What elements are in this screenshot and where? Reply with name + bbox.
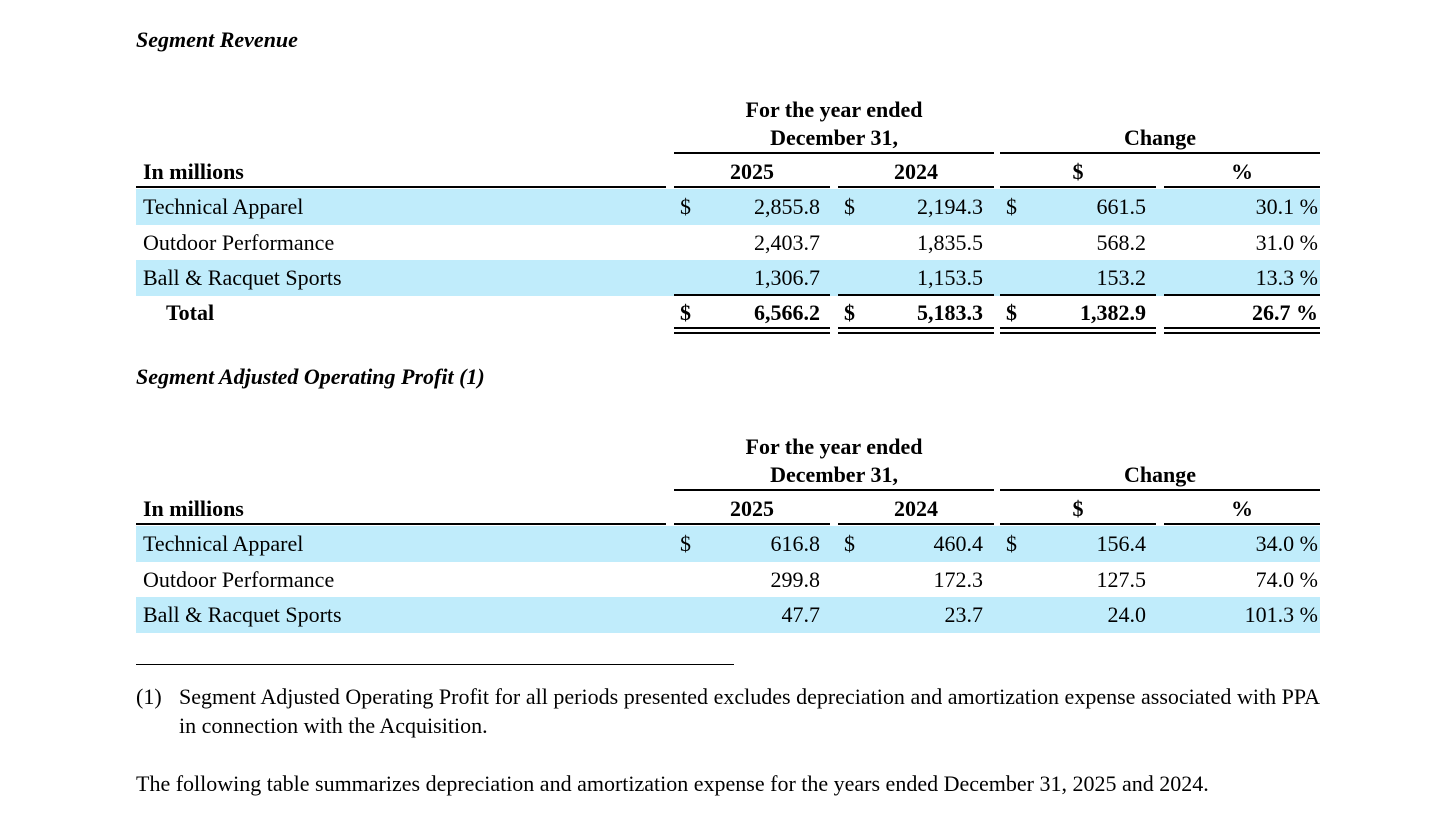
footnote-text: Segment Adjusted Operating Profit for al… [179, 684, 1320, 738]
value-2025: 299.8 [770, 567, 821, 592]
value-2025: 2,855.8 [754, 194, 820, 219]
header-rule [674, 186, 830, 188]
label-header: In millions [143, 159, 244, 184]
value-2024: 2,194.3 [917, 194, 983, 219]
segment-profit-title: Segment Adjusted Operating Profit (1) [136, 364, 485, 389]
period-header-line1: For the year ended [745, 97, 923, 122]
footnote-separator [136, 664, 734, 665]
currency-symbol: $ [680, 300, 691, 325]
value-2025: 2,403.7 [754, 230, 820, 255]
change-value: 127.5 [1096, 567, 1147, 592]
segment-revenue-title: Segment Revenue [136, 27, 298, 52]
table-row: Outdoor Performance 2,403.7 1,835.5 568.… [136, 225, 1320, 261]
table-row: Ball & Racquet Sports 1,306.7 1,153.5 15… [136, 260, 1320, 296]
change-percent: 101.3 % [1244, 602, 1318, 627]
header-rule [1000, 186, 1156, 188]
row-label: Ball & Racquet Sports [143, 602, 342, 627]
value-2024: 5,183.3 [917, 300, 983, 325]
header-rule [136, 186, 666, 188]
value-2024: 460.4 [933, 531, 984, 556]
col-change-pct-header: % [1231, 496, 1253, 521]
period-header-line1: For the year ended [745, 434, 923, 459]
currency-symbol: $ [1006, 194, 1017, 219]
total-double-rule [838, 327, 994, 334]
change-percent: 26.7 % [1252, 300, 1318, 325]
body-paragraph: The following table summarizes depreciat… [136, 771, 1209, 796]
col-change-pct-header: % [1231, 159, 1253, 184]
footnote: (1) Segment Adjusted Operating Profit fo… [136, 682, 1320, 740]
row-label: Technical Apparel [143, 194, 304, 219]
subtotal-rule [1164, 294, 1320, 296]
row-label: Outdoor Performance [143, 230, 335, 255]
currency-symbol: $ [680, 194, 691, 219]
period-header-line2: December 31, [770, 462, 898, 487]
subtotal-rule [1000, 294, 1156, 296]
table-row: Technical Apparel $ 2,855.8 $ 2,194.3 $ … [136, 189, 1320, 225]
total-row: Total $ 6,566.2 $ 5,183.3 $ 1,382.9 26.7… [136, 295, 1320, 331]
col-change-dollar-header: $ [1072, 159, 1084, 184]
currency-symbol: $ [1006, 531, 1017, 556]
total-double-rule [1000, 327, 1156, 334]
header-rule [1000, 523, 1156, 525]
change-percent: 30.1 % [1255, 194, 1318, 219]
period-header-line2: December 31, [770, 125, 898, 150]
row-label: Total [166, 300, 215, 325]
subtotal-rule [838, 294, 994, 296]
col-2025-header: 2025 [730, 159, 774, 184]
value-2025: 6,566.2 [754, 300, 820, 325]
footnote-marker: (1) [136, 684, 162, 709]
change-value: 24.0 [1107, 602, 1147, 627]
value-2024: 1,153.5 [917, 265, 983, 290]
value-2024: 1,835.5 [917, 230, 983, 255]
change-percent: 74.0 % [1255, 567, 1318, 592]
currency-symbol: $ [680, 531, 691, 556]
value-2025: 616.8 [770, 531, 821, 556]
change-header-rule [1000, 152, 1320, 154]
value-2024: 172.3 [933, 567, 984, 592]
header-rule [1164, 523, 1320, 525]
value-2025: 1,306.7 [754, 265, 820, 290]
header-rule [838, 186, 994, 188]
currency-symbol: $ [844, 300, 855, 325]
col-change-dollar-header: $ [1072, 496, 1084, 521]
header-rule [838, 523, 994, 525]
table-row: Technical Apparel $ 616.8 $ 460.4 $ 156.… [136, 526, 1320, 562]
header-rule [136, 523, 666, 525]
currency-symbol: $ [1006, 300, 1017, 325]
change-header: Change [1123, 125, 1197, 150]
row-label: Outdoor Performance [143, 567, 335, 592]
table-row: Ball & Racquet Sports 47.7 23.7 24.0 101… [136, 597, 1320, 633]
col-2025-header: 2025 [730, 496, 774, 521]
change-header-rule [1000, 489, 1320, 491]
currency-symbol: $ [844, 194, 855, 219]
header-rule [674, 523, 830, 525]
total-double-rule [674, 327, 830, 334]
value-2024: 23.7 [944, 602, 984, 627]
change-value: 568.2 [1096, 230, 1147, 255]
change-value: 156.4 [1096, 531, 1147, 556]
change-percent: 31.0 % [1255, 230, 1318, 255]
change-percent: 34.0 % [1255, 531, 1318, 556]
change-percent: 13.3 % [1255, 265, 1318, 290]
change-header: Change [1123, 462, 1197, 487]
change-value: 661.5 [1096, 194, 1147, 219]
label-header: In millions [143, 496, 244, 521]
subtotal-rule [674, 294, 830, 296]
col-2024-header: 2024 [894, 159, 938, 184]
row-label: Technical Apparel [143, 531, 304, 556]
row-label: Ball & Racquet Sports [143, 265, 342, 290]
value-2025: 47.7 [781, 602, 821, 627]
change-value: 153.2 [1096, 265, 1147, 290]
table-row: Outdoor Performance 299.8 172.3 127.5 74… [136, 562, 1320, 598]
change-value: 1,382.9 [1080, 300, 1146, 325]
header-rule [1164, 186, 1320, 188]
period-header-rule [674, 489, 994, 491]
col-2024-header: 2024 [894, 496, 938, 521]
currency-symbol: $ [844, 531, 855, 556]
period-header-rule [674, 152, 994, 154]
total-double-rule [1164, 327, 1320, 334]
